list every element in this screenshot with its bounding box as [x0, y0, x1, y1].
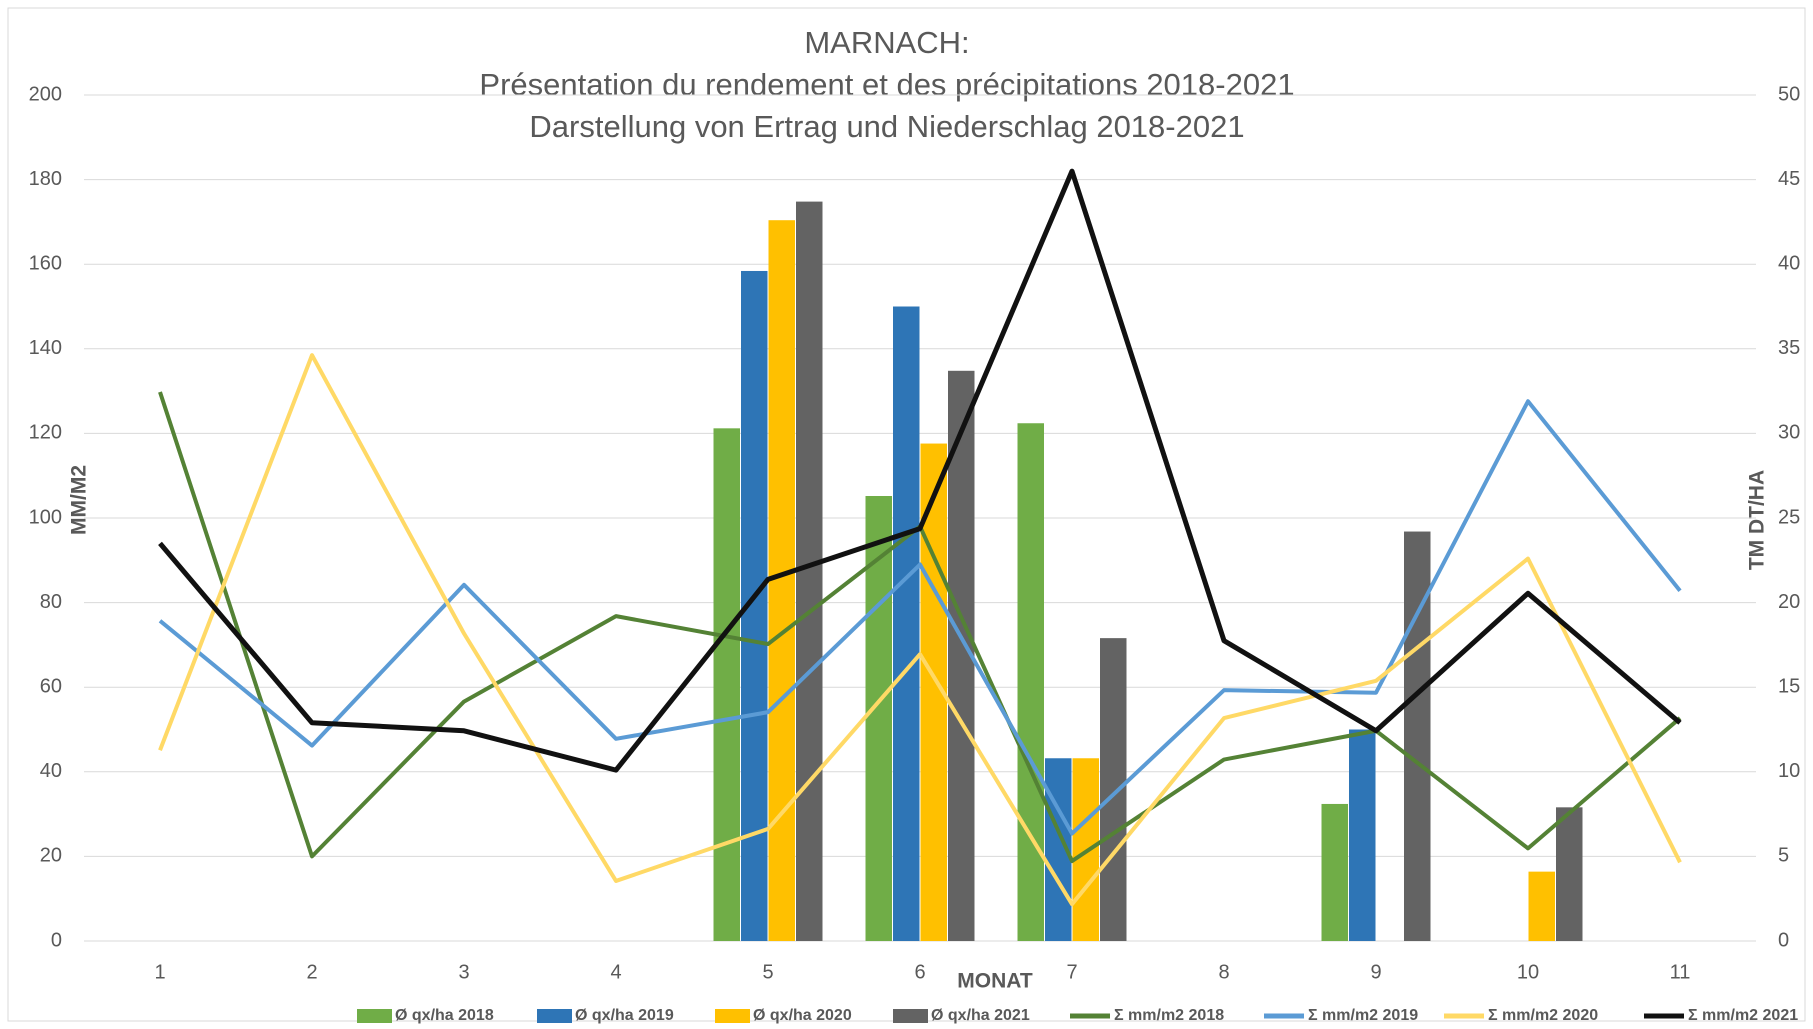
- legend-swatch: [537, 1009, 572, 1023]
- y-tick-label: 140: [29, 337, 62, 359]
- line: [158, 168, 1682, 773]
- legend-label: Ø qx/ha 2018: [395, 1007, 494, 1024]
- x-tick-label: 9: [1370, 961, 1381, 983]
- bar: [1349, 729, 1376, 941]
- x-tick-label: 3: [458, 961, 469, 983]
- bar: [1321, 803, 1348, 941]
- legend-label: Σ mm/m2 2021: [1688, 1007, 1798, 1024]
- line: [158, 353, 1682, 907]
- x-tick-label: 7: [1066, 961, 1077, 983]
- chart-title: MARNACH:: [804, 25, 969, 60]
- x-tick-label: 4: [610, 961, 621, 983]
- y2-tick-label: 25: [1778, 506, 1800, 528]
- bar: [893, 306, 920, 941]
- y2-tick-label: 10: [1778, 760, 1800, 782]
- bar: [1556, 807, 1583, 941]
- y2-tick-label: 30: [1778, 422, 1800, 444]
- bar: [796, 201, 823, 941]
- y-tick-label: 60: [40, 675, 62, 697]
- chart-title: Présentation du rendement et des précipi…: [479, 67, 1294, 102]
- y2-tick-label: 0: [1778, 929, 1789, 951]
- bar: [1528, 871, 1555, 941]
- y-tick-label: 100: [29, 506, 62, 528]
- bar: [1100, 638, 1127, 941]
- y-tick-label: 80: [40, 591, 62, 613]
- y-tick-label: 180: [29, 168, 62, 190]
- legend-label: Σ mm/m2 2020: [1488, 1007, 1598, 1024]
- bar: [768, 220, 795, 941]
- y2-tick-label: 45: [1778, 168, 1800, 190]
- legend-label: Ø qx/ha 2020: [753, 1007, 852, 1024]
- chart-title: Darstellung von Ertrag und Niederschlag …: [529, 109, 1244, 144]
- y2-tick-label: 15: [1778, 675, 1800, 697]
- legend-label: Σ mm/m2 2019: [1308, 1007, 1418, 1024]
- x-tick-label: 6: [914, 961, 925, 983]
- legend-swatch: [357, 1009, 392, 1023]
- x-tick-label: 5: [762, 961, 773, 983]
- x-tick-label: 11: [1670, 961, 1691, 983]
- x-tick-label: 8: [1218, 961, 1229, 983]
- y2-tick-label: 20: [1778, 591, 1800, 613]
- y2-tick-label: 35: [1778, 337, 1800, 359]
- legend-swatch: [715, 1009, 750, 1023]
- x-tick-label: 10: [1517, 961, 1539, 983]
- legend-label: Ø qx/ha 2019: [575, 1007, 674, 1024]
- legend-label: Ø qx/ha 2021: [931, 1007, 1030, 1024]
- bar: [713, 428, 740, 942]
- y-tick-label: 160: [29, 252, 62, 274]
- y-axis-label: MM/M2: [68, 465, 91, 535]
- x-axis-label: MONAT: [957, 970, 1033, 993]
- line: [158, 399, 1682, 836]
- bar: [865, 496, 892, 941]
- legend-swatch: [893, 1009, 928, 1023]
- y-tick-label: 200: [29, 83, 62, 105]
- y-tick-label: 120: [29, 422, 62, 444]
- x-tick-label: 1: [154, 961, 165, 983]
- y-tick-label: 20: [40, 845, 62, 867]
- y-tick-label: 40: [40, 760, 62, 782]
- bar: [1017, 423, 1044, 941]
- y-tick-label: 0: [51, 929, 62, 951]
- y2-axis-label: TM DT/HA: [1746, 470, 1769, 570]
- x-tick-label: 2: [306, 961, 317, 983]
- y2-tick-label: 5: [1778, 845, 1789, 867]
- y2-tick-label: 40: [1778, 252, 1800, 274]
- y2-tick-label: 50: [1778, 83, 1800, 105]
- legend-label: Σ mm/m2 2018: [1114, 1007, 1224, 1024]
